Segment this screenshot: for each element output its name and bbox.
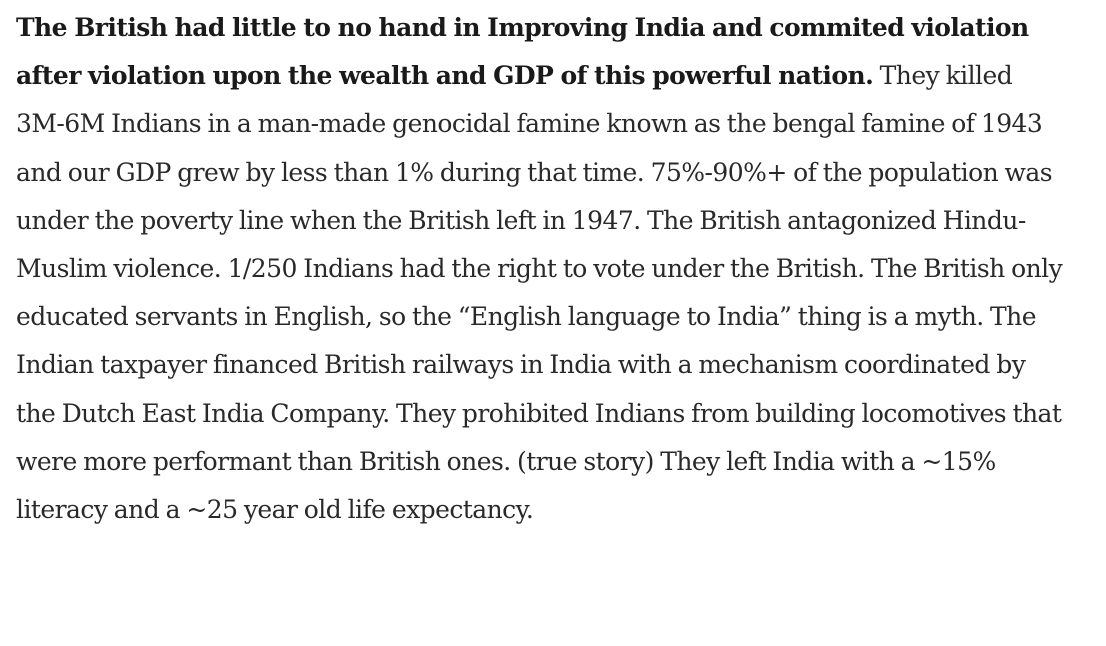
- bold-lead-sentence: The British had little to no hand in Imp…: [16, 13, 1029, 91]
- article-paragraph: The British had little to no hand in Imp…: [16, 4, 1066, 534]
- paragraph-body: They killed 3M-6M Indians in a man-made …: [16, 61, 1063, 525]
